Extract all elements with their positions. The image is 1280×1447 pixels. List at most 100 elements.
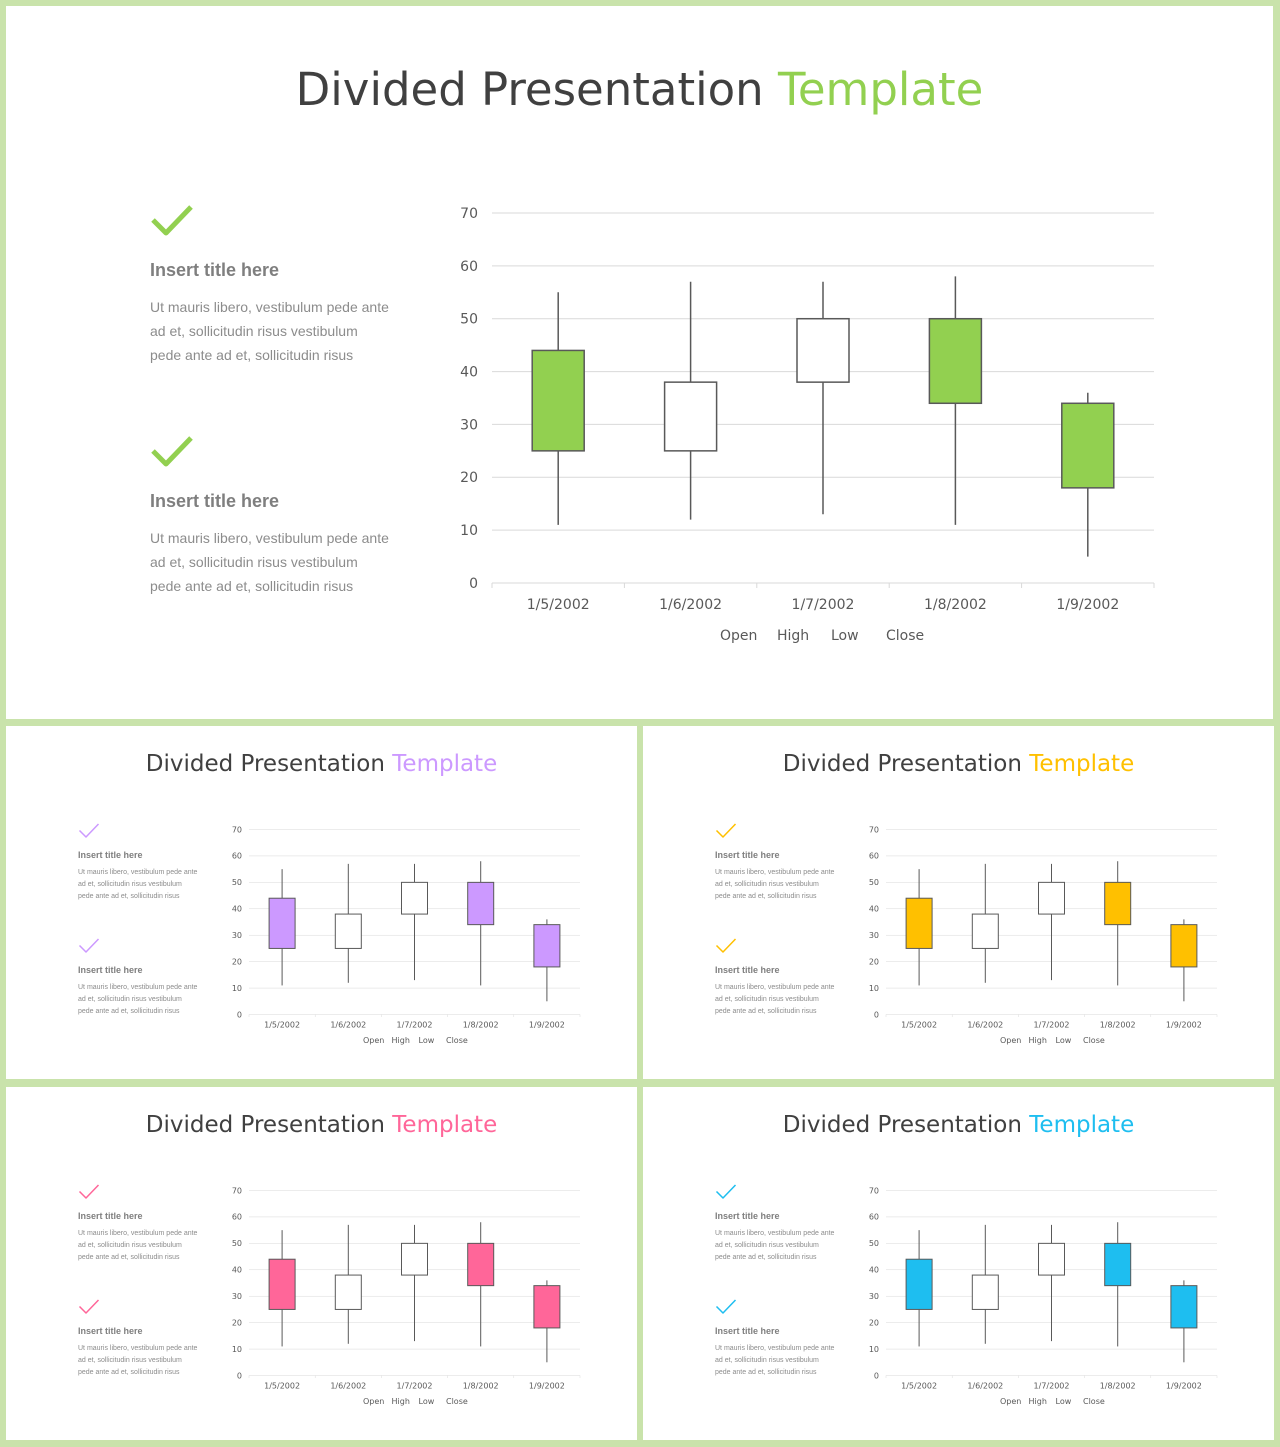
legend-entry: Open: [1000, 1397, 1021, 1406]
y-tick-label: 70: [869, 825, 879, 834]
point-title: Insert title here: [78, 1326, 143, 1336]
y-tick-label: 0: [469, 576, 478, 592]
title-accent: Template: [392, 1112, 498, 1138]
legend-entry: Close: [446, 1397, 468, 1406]
point-title: Insert title here: [150, 491, 280, 511]
candle-body: [971, 913, 999, 949]
y-tick-label: 20: [232, 1318, 242, 1327]
y-tick-label: 50: [232, 878, 242, 887]
x-tick-label: 1/7/2002: [792, 597, 855, 613]
point-title: Insert title here: [78, 1211, 143, 1221]
bullet-point-1: Insert title here Ut mauris libero, vest…: [150, 203, 390, 367]
candle-body: [334, 913, 362, 949]
candle-body: [905, 897, 933, 949]
y-tick-label: 40: [232, 1266, 242, 1275]
point-text: Ut mauris libero, vestibulum pede ante a…: [715, 1345, 835, 1376]
y-tick-label: 40: [869, 905, 879, 914]
y-tick-label: 40: [232, 905, 242, 914]
point-text: Ut mauris libero, vestibulum pede ante a…: [78, 1345, 198, 1376]
y-tick-label: 30: [869, 1292, 879, 1301]
point-title: Insert title here: [715, 850, 780, 860]
legend-entry: Close: [1083, 1036, 1105, 1045]
y-tick-label: 30: [460, 417, 478, 433]
y-tick-label: 70: [232, 825, 242, 834]
candle-body: [533, 924, 561, 968]
legend-entry: Low: [1056, 1036, 1072, 1045]
point-text: Ut mauris libero, vestibulum pede ante a…: [78, 869, 198, 900]
x-tick-label: 1/9/2002: [529, 1021, 565, 1030]
bullet-point-2: Insert title here Ut mauris libero, vest…: [78, 1298, 198, 1379]
candlestick-chart: 0 10 20 30 40 50 60 70 1/5/2002 1/6/2002 1/7/2002 1…: [869, 825, 1218, 1045]
y-tick-label: 70: [460, 206, 478, 222]
bullet-point-2: Insert title here Ut mauris libero, vest…: [715, 1298, 835, 1379]
bullet-point-1: Insert title here Ut mauris libero, vest…: [715, 1183, 835, 1264]
candlestick-chart: 0 10 20 30 40 50 60 70 1/5/2002 1/6/2002 1/7/2002 1…: [232, 825, 581, 1045]
y-tick-label: 40: [460, 364, 478, 380]
candle-body: [467, 881, 495, 926]
candle-body: [663, 381, 718, 452]
y-tick-label: 20: [232, 957, 242, 966]
y-tick-label: 60: [232, 852, 242, 861]
x-tick-label: 1/8/2002: [463, 1021, 499, 1030]
legend-entry: Low: [419, 1036, 435, 1045]
candle-body: [928, 317, 983, 405]
point-title: Insert title here: [78, 965, 143, 975]
y-tick-label: 0: [874, 1371, 879, 1380]
title-text: Divided Presentation: [145, 751, 385, 777]
y-tick-label: 60: [232, 1213, 242, 1222]
y-tick-label: 40: [869, 1266, 879, 1275]
check-icon: [715, 823, 737, 838]
slide-pink: Divided Presentation Template Insert tit…: [6, 1087, 637, 1440]
y-tick-label: 10: [869, 984, 879, 993]
point-text: Ut mauris libero, vestibulum pede ante a…: [150, 530, 389, 594]
legend-entry: Low: [831, 628, 859, 644]
point-text: Ut mauris libero, vestibulum pede ante a…: [78, 984, 198, 1015]
title-accent: Template: [392, 751, 498, 777]
title-text: Divided Presentation: [145, 1112, 385, 1138]
x-tick-label: 1/5/2002: [264, 1021, 300, 1030]
candle-body: [1061, 402, 1115, 489]
x-tick-label: 1/5/2002: [901, 1021, 937, 1030]
legend-entry: Low: [1056, 1397, 1072, 1406]
legend-entry: Low: [419, 1397, 435, 1406]
legend-entry: High: [1029, 1397, 1047, 1406]
legend-entry: High: [392, 1036, 410, 1045]
check-icon: [151, 436, 193, 467]
candlestick-chart: 0 10 20 30 40 50 60 70 1/5/2002 1/6/2002 1/7/2002 1…: [232, 1186, 581, 1406]
y-tick-label: 0: [874, 1010, 879, 1019]
candle-body: [1170, 924, 1198, 968]
candle-body: [1170, 1285, 1198, 1329]
candle-body: [1038, 1242, 1065, 1276]
title-accent: Template: [1029, 751, 1135, 777]
title-text: Divided Presentation: [782, 1112, 1022, 1138]
x-tick-label: 1/6/2002: [967, 1021, 1003, 1030]
x-tick-label: 1/6/2002: [659, 597, 722, 613]
slide-purple: Divided Presentation Template Insert tit…: [6, 726, 637, 1079]
x-tick-label: 1/9/2002: [1056, 597, 1119, 613]
bullet-point-1: Insert title here Ut mauris libero, vest…: [78, 1183, 198, 1264]
candle-body: [533, 1285, 561, 1329]
check-icon: [78, 1299, 100, 1314]
check-icon: [78, 823, 100, 838]
x-tick-label: 1/6/2002: [330, 1021, 366, 1030]
candlestick-chart: 0 10 20 30 40 50 60 70 1/5/2002 1/6/2002 1/7/2002 1…: [460, 206, 1155, 644]
candle-body: [467, 1242, 495, 1287]
candle-body: [401, 1242, 428, 1276]
title-accent: Template: [1029, 1112, 1135, 1138]
x-tick-label: 1/5/2002: [264, 1382, 300, 1391]
candle-body: [401, 881, 428, 915]
candle-body: [531, 349, 585, 452]
point-text: Ut mauris libero, vestibulum pede ante a…: [715, 1230, 835, 1261]
x-tick-label: 1/6/2002: [330, 1382, 366, 1391]
check-icon: [715, 938, 737, 953]
y-tick-label: 30: [232, 931, 242, 940]
x-tick-label: 1/7/2002: [397, 1382, 433, 1391]
check-icon: [715, 1184, 737, 1199]
x-tick-label: 1/7/2002: [397, 1021, 433, 1030]
legend-entry: Close: [1083, 1397, 1105, 1406]
candlestick-chart: 0 10 20 30 40 50 60 70 1/5/2002 1/6/2002 1/7/2002 1…: [869, 1186, 1218, 1406]
y-tick-label: 10: [869, 1345, 879, 1354]
x-tick-label: 1/9/2002: [1166, 1382, 1202, 1391]
bullet-point-2: Insert title here Ut mauris libero, vest…: [715, 937, 835, 1018]
slide-title: Divided Presentation Template: [643, 1112, 1274, 1138]
